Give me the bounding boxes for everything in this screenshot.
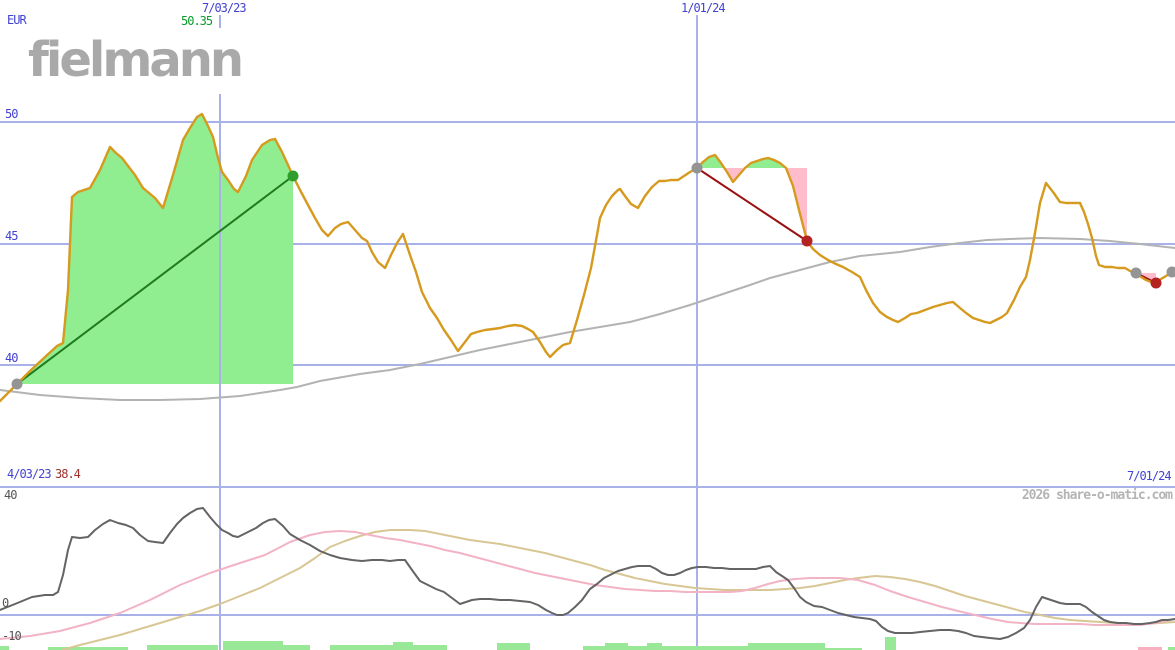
volume-bar-11 — [628, 646, 647, 650]
loss-fill-area-1 — [786, 168, 807, 241]
y-axis-label-50: 50 — [5, 107, 18, 121]
date-label-top-mid: 1/01/24 — [681, 1, 726, 15]
volume-bar-7 — [413, 645, 447, 650]
trend-line-up-0 — [16, 175, 294, 385]
pivot-down-dot-1 — [1150, 277, 1162, 289]
pivot-start-dot-2 — [1130, 267, 1142, 279]
indicator-pink-line — [0, 530, 1175, 640]
volume-bar-5 — [330, 645, 393, 650]
lower-axis-label-40: 40 — [4, 488, 17, 502]
pivot-down-dot-0 — [801, 235, 813, 247]
volume-bar-12 — [647, 643, 662, 650]
pivot-start-dot-3 — [1166, 266, 1175, 278]
period-high-label: 50.35 — [181, 14, 213, 28]
pivot-start-dot-0 — [11, 378, 23, 390]
date-label-top-left: 7/03/23 — [202, 1, 247, 15]
volume-bar-3 — [223, 641, 283, 650]
loss-fill-area-0 — [724, 168, 743, 182]
gain-fill-area-0 — [17, 114, 293, 384]
pivot-start-dot-1 — [691, 162, 703, 174]
y-axis-label-40: 40 — [5, 351, 18, 365]
volume-bar-8 — [497, 643, 530, 650]
volume-bar-13 — [662, 646, 748, 650]
volume-bar-2 — [147, 645, 218, 650]
price-line — [0, 112, 1175, 403]
pivot-up-dot-0 — [287, 170, 299, 182]
lower-axis-label-m10: -10 — [2, 629, 22, 643]
volume-bar-9 — [583, 646, 605, 650]
fielmann-logo: fielmann — [28, 28, 244, 94]
volume-bar-6 — [393, 642, 413, 650]
watermark: 2026 share-o-matic.com — [1021, 488, 1173, 503]
lower-axis-label-0: 0 — [2, 596, 9, 610]
volume-bar-16 — [885, 637, 896, 650]
volume-bar-14 — [748, 643, 825, 650]
volume-bar-0 — [0, 646, 9, 650]
start-date-label: 4/03/23 — [7, 467, 52, 481]
oscillator-line — [0, 507, 1175, 640]
volume-bar-1 — [48, 647, 128, 650]
start-value-label: 38.4 — [55, 467, 81, 481]
volume-bar-17 — [1168, 647, 1175, 650]
y-axis-label-45: 45 — [5, 229, 18, 243]
gain-fill-area-2 — [743, 158, 786, 168]
currency-label: EUR — [7, 13, 27, 27]
trend-line-down-1 — [696, 167, 808, 242]
moving-average-line — [0, 237, 1175, 401]
volume-bar-pink-0 — [1138, 647, 1162, 650]
volume-bar-10 — [605, 643, 628, 650]
date-label-bottom-right: 7/01/24 — [1127, 469, 1172, 483]
volume-bar-4 — [283, 645, 310, 650]
volume-bar-15 — [825, 648, 862, 650]
indicator-tan-line — [61, 529, 1175, 650]
